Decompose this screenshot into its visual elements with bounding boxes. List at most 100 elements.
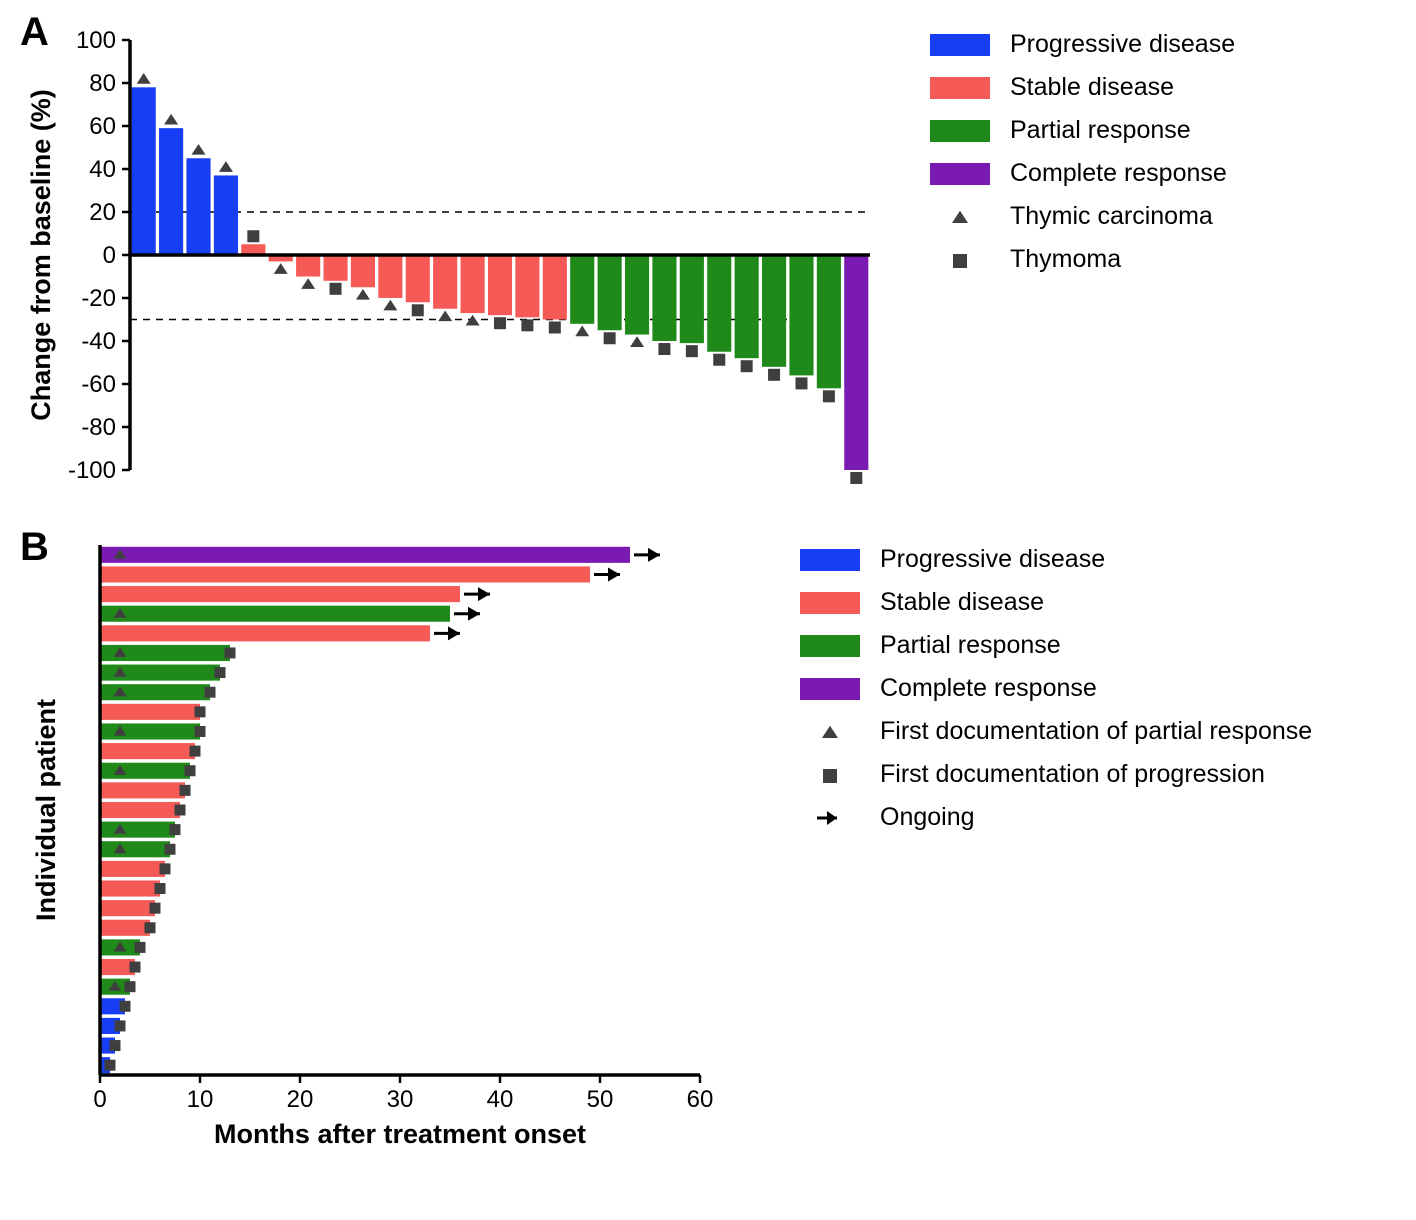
legend-label: Stable disease bbox=[880, 588, 1044, 617]
thymic-carcinoma-marker bbox=[438, 310, 452, 321]
swimmer-bar bbox=[100, 606, 450, 622]
waterfall-bar bbox=[652, 255, 676, 341]
svg-text:-20: -20 bbox=[81, 285, 116, 312]
first-progression-marker bbox=[150, 903, 161, 914]
first-progression-marker bbox=[125, 981, 136, 992]
swimmer-bar bbox=[100, 782, 185, 798]
legend-item: Stable disease bbox=[800, 588, 1312, 617]
legend-item: Complete response bbox=[800, 674, 1312, 703]
legend-square-icon bbox=[800, 764, 860, 786]
thymoma-marker bbox=[823, 390, 835, 402]
first-progression-marker bbox=[160, 863, 171, 874]
first-progression-marker bbox=[185, 765, 196, 776]
waterfall-bar bbox=[433, 255, 457, 309]
legend-swatch bbox=[800, 678, 860, 700]
first-progression-marker bbox=[190, 746, 201, 757]
waterfall-bar bbox=[707, 255, 731, 352]
first-progression-marker bbox=[195, 726, 206, 737]
legend-square-icon bbox=[930, 249, 990, 271]
thymic-carcinoma-marker bbox=[630, 336, 644, 347]
waterfall-bar bbox=[159, 128, 183, 255]
thymoma-marker bbox=[494, 317, 506, 329]
waterfall-bar bbox=[844, 255, 868, 470]
waterfall-bar bbox=[296, 255, 320, 277]
legend-swatch bbox=[800, 549, 860, 571]
first-progression-marker bbox=[145, 922, 156, 933]
swimmer-bar bbox=[100, 880, 160, 896]
thymoma-marker bbox=[330, 283, 342, 295]
first-progression-marker bbox=[195, 706, 206, 717]
legend-item: Partial response bbox=[800, 631, 1312, 660]
waterfall-bar bbox=[735, 255, 759, 358]
waterfall-bar bbox=[625, 255, 649, 335]
thymic-carcinoma-marker bbox=[301, 278, 315, 289]
swimmer-bar bbox=[100, 743, 195, 759]
legend-item: Partial response bbox=[930, 116, 1235, 145]
panel-a: A -100-80-60-40-20020406080100Change fro… bbox=[20, 20, 1396, 495]
svg-text:-100: -100 bbox=[68, 457, 116, 484]
thymic-carcinoma-marker bbox=[274, 263, 288, 274]
legend-triangle-icon bbox=[930, 206, 990, 228]
svg-text:40: 40 bbox=[89, 156, 116, 183]
legend-arrow-icon bbox=[800, 807, 860, 829]
legend-item: Progressive disease bbox=[800, 545, 1312, 574]
legend-item: Stable disease bbox=[930, 73, 1235, 102]
waterfall-bar bbox=[515, 255, 539, 317]
first-progression-marker bbox=[110, 1040, 121, 1051]
legend-label: Stable disease bbox=[1010, 73, 1174, 102]
svg-text:Months after treatment onset: Months after treatment onset bbox=[214, 1119, 586, 1149]
legend-label: First documentation of progression bbox=[880, 760, 1265, 789]
svg-text:50: 50 bbox=[587, 1086, 614, 1113]
first-progression-marker bbox=[205, 687, 216, 698]
legend-label: First documentation of partial response bbox=[880, 717, 1312, 746]
legend-swatch bbox=[930, 34, 990, 56]
first-progression-marker bbox=[215, 667, 226, 678]
thymoma-marker bbox=[686, 345, 698, 357]
legend-label: Complete response bbox=[880, 674, 1097, 703]
swimmer-bar bbox=[100, 566, 590, 582]
panel-a-legend: Progressive disease Stable disease Partial… bbox=[890, 20, 1235, 288]
waterfall-bar bbox=[186, 158, 210, 255]
legend-item: Complete response bbox=[930, 159, 1235, 188]
swimmer-bar bbox=[100, 861, 165, 877]
waterfall-bar bbox=[543, 255, 567, 320]
legend-swatch bbox=[930, 120, 990, 142]
thymoma-marker bbox=[768, 369, 780, 381]
first-progression-marker bbox=[175, 805, 186, 816]
waterfall-bar bbox=[762, 255, 786, 367]
ongoing-arrow bbox=[594, 567, 620, 581]
svg-text:60: 60 bbox=[89, 113, 116, 140]
first-progression-marker bbox=[120, 1001, 131, 1012]
legend-swatch bbox=[800, 635, 860, 657]
swimmer-bar bbox=[100, 900, 155, 916]
thymoma-marker bbox=[521, 319, 533, 331]
legend-label: Partial response bbox=[880, 631, 1061, 660]
legend-label: Ongoing bbox=[880, 803, 975, 832]
swimmer-bar bbox=[100, 586, 460, 602]
waterfall-bar bbox=[680, 255, 704, 343]
legend-item: Thymic carcinoma bbox=[930, 202, 1235, 231]
swimmer-bar bbox=[100, 547, 630, 563]
thymic-carcinoma-marker bbox=[466, 315, 480, 326]
first-progression-marker bbox=[115, 1020, 126, 1031]
swimmer-bar bbox=[100, 625, 430, 641]
waterfall-bar bbox=[406, 255, 430, 302]
legend-item: Ongoing bbox=[800, 803, 1312, 832]
panel-b-legend: Progressive disease Stable disease Partial… bbox=[760, 535, 1312, 846]
legend-label: Progressive disease bbox=[1010, 30, 1235, 59]
thymic-carcinoma-marker bbox=[164, 114, 178, 125]
swimmer-bar bbox=[100, 841, 170, 857]
legend-label: Thymic carcinoma bbox=[1010, 202, 1213, 231]
thymoma-marker bbox=[549, 322, 561, 334]
thymoma-marker bbox=[247, 230, 259, 242]
svg-text:20: 20 bbox=[89, 199, 116, 226]
swimmer-bar bbox=[100, 802, 180, 818]
thymoma-marker bbox=[412, 304, 424, 316]
waterfall-bar bbox=[570, 255, 594, 324]
waterfall-bar bbox=[789, 255, 813, 375]
legend-label: Progressive disease bbox=[880, 545, 1105, 574]
ongoing-arrow bbox=[634, 548, 660, 562]
thymoma-marker bbox=[741, 360, 753, 372]
swimmer-bar bbox=[100, 920, 150, 936]
waterfall-bar bbox=[214, 175, 238, 255]
